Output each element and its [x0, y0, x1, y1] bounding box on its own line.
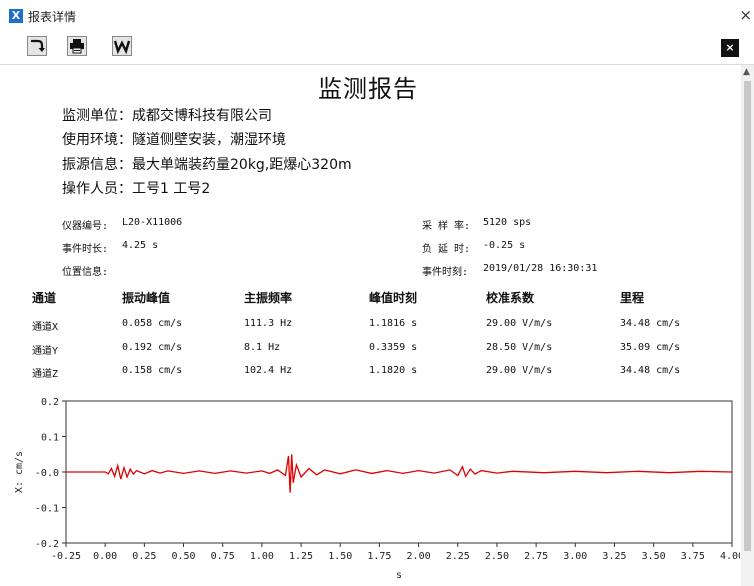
scroll-thumb[interactable]: [744, 81, 751, 551]
app-logo-icon: X: [9, 9, 23, 23]
vibration-chart: 0.2 0.1 -0.0 -0.1 -0.2-0.25 0.00 0.25 0.50 0.75 1…: [14, 397, 740, 581]
y-tick-label: -0.0: [35, 468, 59, 479]
y-tick-label: 0.2: [41, 397, 59, 408]
event-time-value: 2019/01/28 16:30:31: [483, 263, 598, 274]
series-line-x: [66, 454, 733, 493]
report-close-button[interactable]: ×: [721, 39, 739, 57]
export-button[interactable]: [27, 36, 47, 56]
cell-calibration: 29.00 V/m/s: [486, 318, 553, 329]
cell-peak: 0.158 cm/s: [122, 365, 183, 376]
y-tick-label: -0.1: [35, 504, 59, 515]
title-bar: X 报表详情 ×: [0, 0, 754, 30]
duration-label: 事件时长:: [62, 244, 109, 255]
vertical-scrollbar[interactable]: ▲: [741, 65, 754, 586]
cell-calibration: 28.50 V/m/s: [486, 342, 553, 353]
x-tick-label: 0.50: [171, 551, 195, 562]
x-tick-label: 3.25: [602, 551, 626, 562]
x-tick-label: 0.75: [211, 551, 235, 562]
cell-frequency: 111.3 Hz: [244, 318, 293, 329]
delay-label: 负 延 时:: [422, 244, 471, 255]
x-tick-label: 2.75: [524, 551, 548, 562]
cell-calibration: 29.00 V/m/s: [486, 365, 553, 376]
event-time-label: 事件时刻:: [422, 267, 469, 278]
arrow-turn-icon: [31, 39, 45, 52]
x-tick-label: 3.50: [642, 551, 666, 562]
col-header-peak-time: 峰值时刻: [369, 291, 418, 305]
x-tick-label: 1.25: [289, 551, 313, 562]
device-label: 仪器编号:: [62, 221, 109, 232]
cell-peak-time: 1.1816 s: [369, 318, 418, 329]
y-tick-label: -0.2: [35, 539, 59, 550]
cell-mileage: 35.09 cm/s: [620, 342, 681, 353]
duration-value: 4.25 s: [122, 240, 159, 251]
info-unit: 监测单位：成都交博科技有限公司: [62, 108, 272, 124]
cell-channel: 通道Z: [32, 369, 59, 380]
x-tick-label: -0.25: [51, 551, 81, 562]
cell-peak-time: 0.3359 s: [369, 342, 418, 353]
col-header-mileage: 里程: [620, 291, 645, 305]
cell-peak: 0.192 cm/s: [122, 342, 183, 353]
cell-channel: 通道X: [32, 322, 59, 333]
word-icon: [114, 40, 130, 54]
print-button[interactable]: [67, 36, 87, 56]
report-title: 监测报告: [318, 75, 418, 103]
cell-frequency: 102.4 Hz: [244, 365, 293, 376]
x-tick-label: 0.25: [132, 551, 156, 562]
cell-peak-time: 1.1820 s: [369, 365, 418, 376]
x-axis-label: s: [396, 570, 402, 581]
x-tick-label: 4.00: [720, 551, 740, 562]
location-label: 位置信息:: [62, 267, 109, 278]
x-tick-label: 2.50: [485, 551, 509, 562]
cell-mileage: 34.48 cm/s: [620, 365, 681, 376]
info-operators: 操作人员：工号1 工号2: [62, 181, 211, 197]
col-header-calibration: 校准系数: [486, 291, 535, 305]
x-tick-label: 2.00: [407, 551, 431, 562]
x-tick-label: 3.00: [563, 551, 587, 562]
window-title: 报表详情: [28, 10, 77, 24]
delay-value: -0.25 s: [483, 240, 526, 251]
info-environment: 使用环境：隧道侧壁安装，潮湿环境: [62, 132, 286, 148]
y-tick-label: 0.1: [41, 433, 59, 444]
cell-frequency: 8.1 Hz: [244, 342, 281, 353]
printer-icon: [70, 39, 84, 54]
col-header-channel: 通道: [32, 291, 57, 305]
x-tick-label: 1.75: [367, 551, 391, 562]
cell-channel: 通道Y: [32, 346, 59, 357]
x-tick-label: 1.00: [250, 551, 274, 562]
x-tick-label: 1.50: [328, 551, 352, 562]
toolbar: ×: [0, 30, 754, 65]
y-axis-label: X: cm/s: [14, 451, 25, 493]
sample-rate-value: 5120 sps: [483, 217, 532, 228]
x-tick-label: 0.00: [93, 551, 117, 562]
device-value: L20-X11006: [122, 217, 183, 228]
x-tick-label: 2.25: [446, 551, 470, 562]
col-header-peak: 振动峰值: [122, 291, 171, 305]
window-close-button[interactable]: ×: [739, 6, 752, 24]
col-header-frequency: 主振频率: [244, 291, 293, 305]
cell-peak: 0.058 cm/s: [122, 318, 183, 329]
info-source: 振源信息：最大单端装药量20kg,距爆心320m: [62, 157, 352, 173]
scroll-up-arrow-icon[interactable]: ▲: [743, 67, 750, 77]
sample-rate-label: 采 样 率:: [422, 221, 471, 232]
export-word-button[interactable]: [112, 36, 132, 56]
report-page: 监测报告 监测单位：成都交博科技有限公司 使用环境：隧道侧壁安装，潮湿环境 振源…: [8, 65, 740, 586]
x-tick-label: 3.75: [681, 551, 705, 562]
cell-mileage: 34.48 cm/s: [620, 318, 681, 329]
